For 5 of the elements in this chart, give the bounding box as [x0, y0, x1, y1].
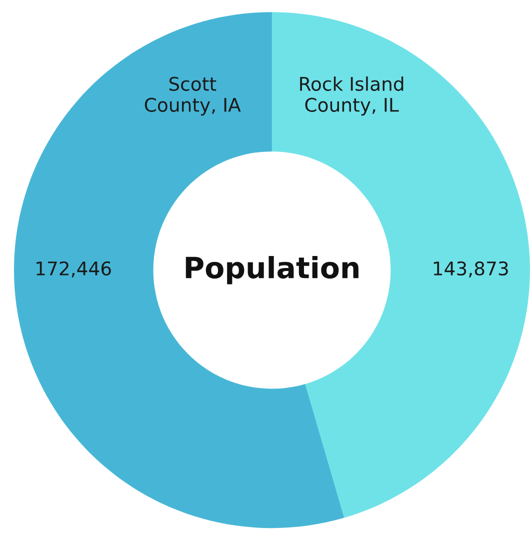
data-label: 143,873 — [434, 261, 508, 278]
data-label: 172,446 — [36, 261, 111, 278]
slice-label: Rock Island County, IL — [300, 76, 404, 116]
text: Population — [186, 256, 358, 284]
slice-label: Scott County, IA — [144, 76, 241, 116]
